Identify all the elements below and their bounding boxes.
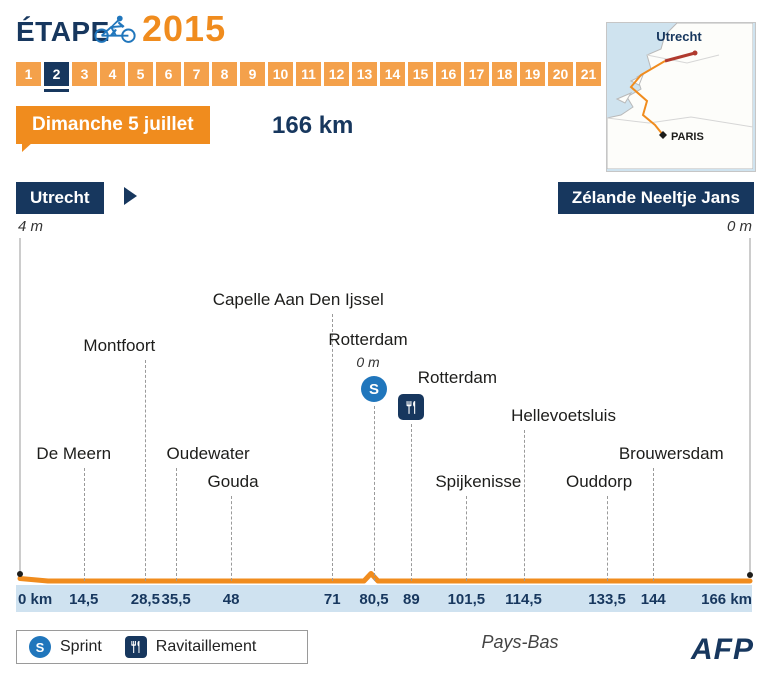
year-label: 2015 — [142, 8, 227, 49]
profile-dash-line — [466, 496, 468, 581]
stage-cell-3: 3 — [72, 62, 97, 86]
country-label: Pays-Bas — [481, 632, 559, 652]
start-arrow-icon — [124, 187, 137, 205]
waypoint-city-label: Ouddorp — [565, 472, 633, 491]
waypoint-city-label: Brouwersdam — [618, 444, 724, 463]
waypoint-elevation-note: 0 m — [356, 354, 380, 370]
waypoint-city-label: Oudewater — [166, 444, 250, 463]
stage-cell-7: 7 — [184, 62, 209, 86]
profile-dash-line — [176, 468, 178, 581]
profile-dash-line — [145, 360, 147, 581]
stage-cell-12: 12 — [324, 62, 349, 86]
route-map-inset: Utrecht PARIS — [606, 22, 756, 172]
stage-cell-6: 6 — [156, 62, 181, 86]
ravitaillement-icon — [124, 636, 147, 658]
stage-cell-4: 4 — [100, 62, 125, 86]
waypoint-city-label: Montfoort — [83, 336, 156, 355]
stage-strip: 1 2 3 4 5 6 7 8 9 10 11 12 13 14 15 16 17 18 19 20 21 — [16, 62, 601, 92]
profile-dash-line — [374, 406, 375, 581]
axis-band — [16, 585, 752, 612]
profile-dash-line — [83, 468, 85, 581]
stage-cell-5: 5 — [128, 62, 153, 86]
cyclist-icon — [92, 14, 138, 49]
finish-city-box: Zélande Neeltje Jans — [557, 182, 754, 214]
stage-cell-14: 14 — [380, 62, 405, 86]
stage-cell-15: 15 — [408, 62, 433, 86]
profile-dash-line — [332, 314, 334, 581]
stage-cell-16: 16 — [436, 62, 461, 86]
stage-cell-1: 1 — [16, 62, 41, 86]
date-banner: Dimanche 5 juillet — [16, 106, 210, 144]
stage-cell-19: 19 — [520, 62, 545, 86]
ravitaillement-legend-label: Ravitaillement — [155, 638, 257, 655]
sprint-icon: S — [29, 636, 51, 658]
profile-dash-line — [523, 430, 525, 581]
waypoint-city-label: Gouda — [207, 472, 259, 491]
sprint-icon: S — [361, 376, 387, 402]
profile-dash-line — [607, 496, 609, 581]
legend: S Sprint Ravitaillement — [16, 630, 308, 664]
start-elevation: 4 m — [18, 218, 44, 235]
profile-dash-line — [411, 424, 413, 581]
stage-cell-8: 8 — [212, 62, 237, 86]
stage-cell-10: 10 — [268, 62, 293, 86]
map-utrecht-label: Utrecht — [656, 29, 702, 44]
stage-cell-2: 2 — [44, 62, 69, 92]
stage-cell-20: 20 — [548, 62, 573, 86]
waypoint-city-label: De Meern — [36, 444, 112, 463]
stage-cell-11: 11 — [296, 62, 321, 86]
waypoint-city-label: Capelle Aan Den Ijssel — [212, 290, 384, 309]
stage-cell-21: 21 — [576, 62, 601, 86]
profile-dash-line — [653, 468, 655, 581]
afp-logo: AFP — [691, 633, 754, 666]
profile-dash-line — [231, 496, 233, 581]
page-title: ÉTAPE — [16, 16, 110, 47]
waypoint-city-label: Hellevoetsluis — [511, 406, 616, 425]
date-banner-tail — [22, 142, 33, 152]
map-paris-label: PARIS — [671, 131, 704, 143]
waypoint-city-label: Spijkenisse — [435, 472, 522, 491]
stage-cell-13: 13 — [352, 62, 377, 86]
start-city-box: Utrecht — [16, 182, 104, 214]
end-elevation: 0 m — [726, 218, 752, 235]
ravitaillement-icon — [398, 394, 425, 420]
stage-cell-18: 18 — [492, 62, 517, 86]
stage-cell-17: 17 — [464, 62, 489, 86]
waypoint-city-label: Rotterdam — [328, 330, 408, 349]
sprint-legend-label: Sprint — [60, 638, 102, 655]
stage-distance: 166 km — [272, 112, 354, 139]
waypoint-city-label: Rotterdam — [417, 368, 498, 387]
stage-cell-9: 9 — [240, 62, 265, 86]
